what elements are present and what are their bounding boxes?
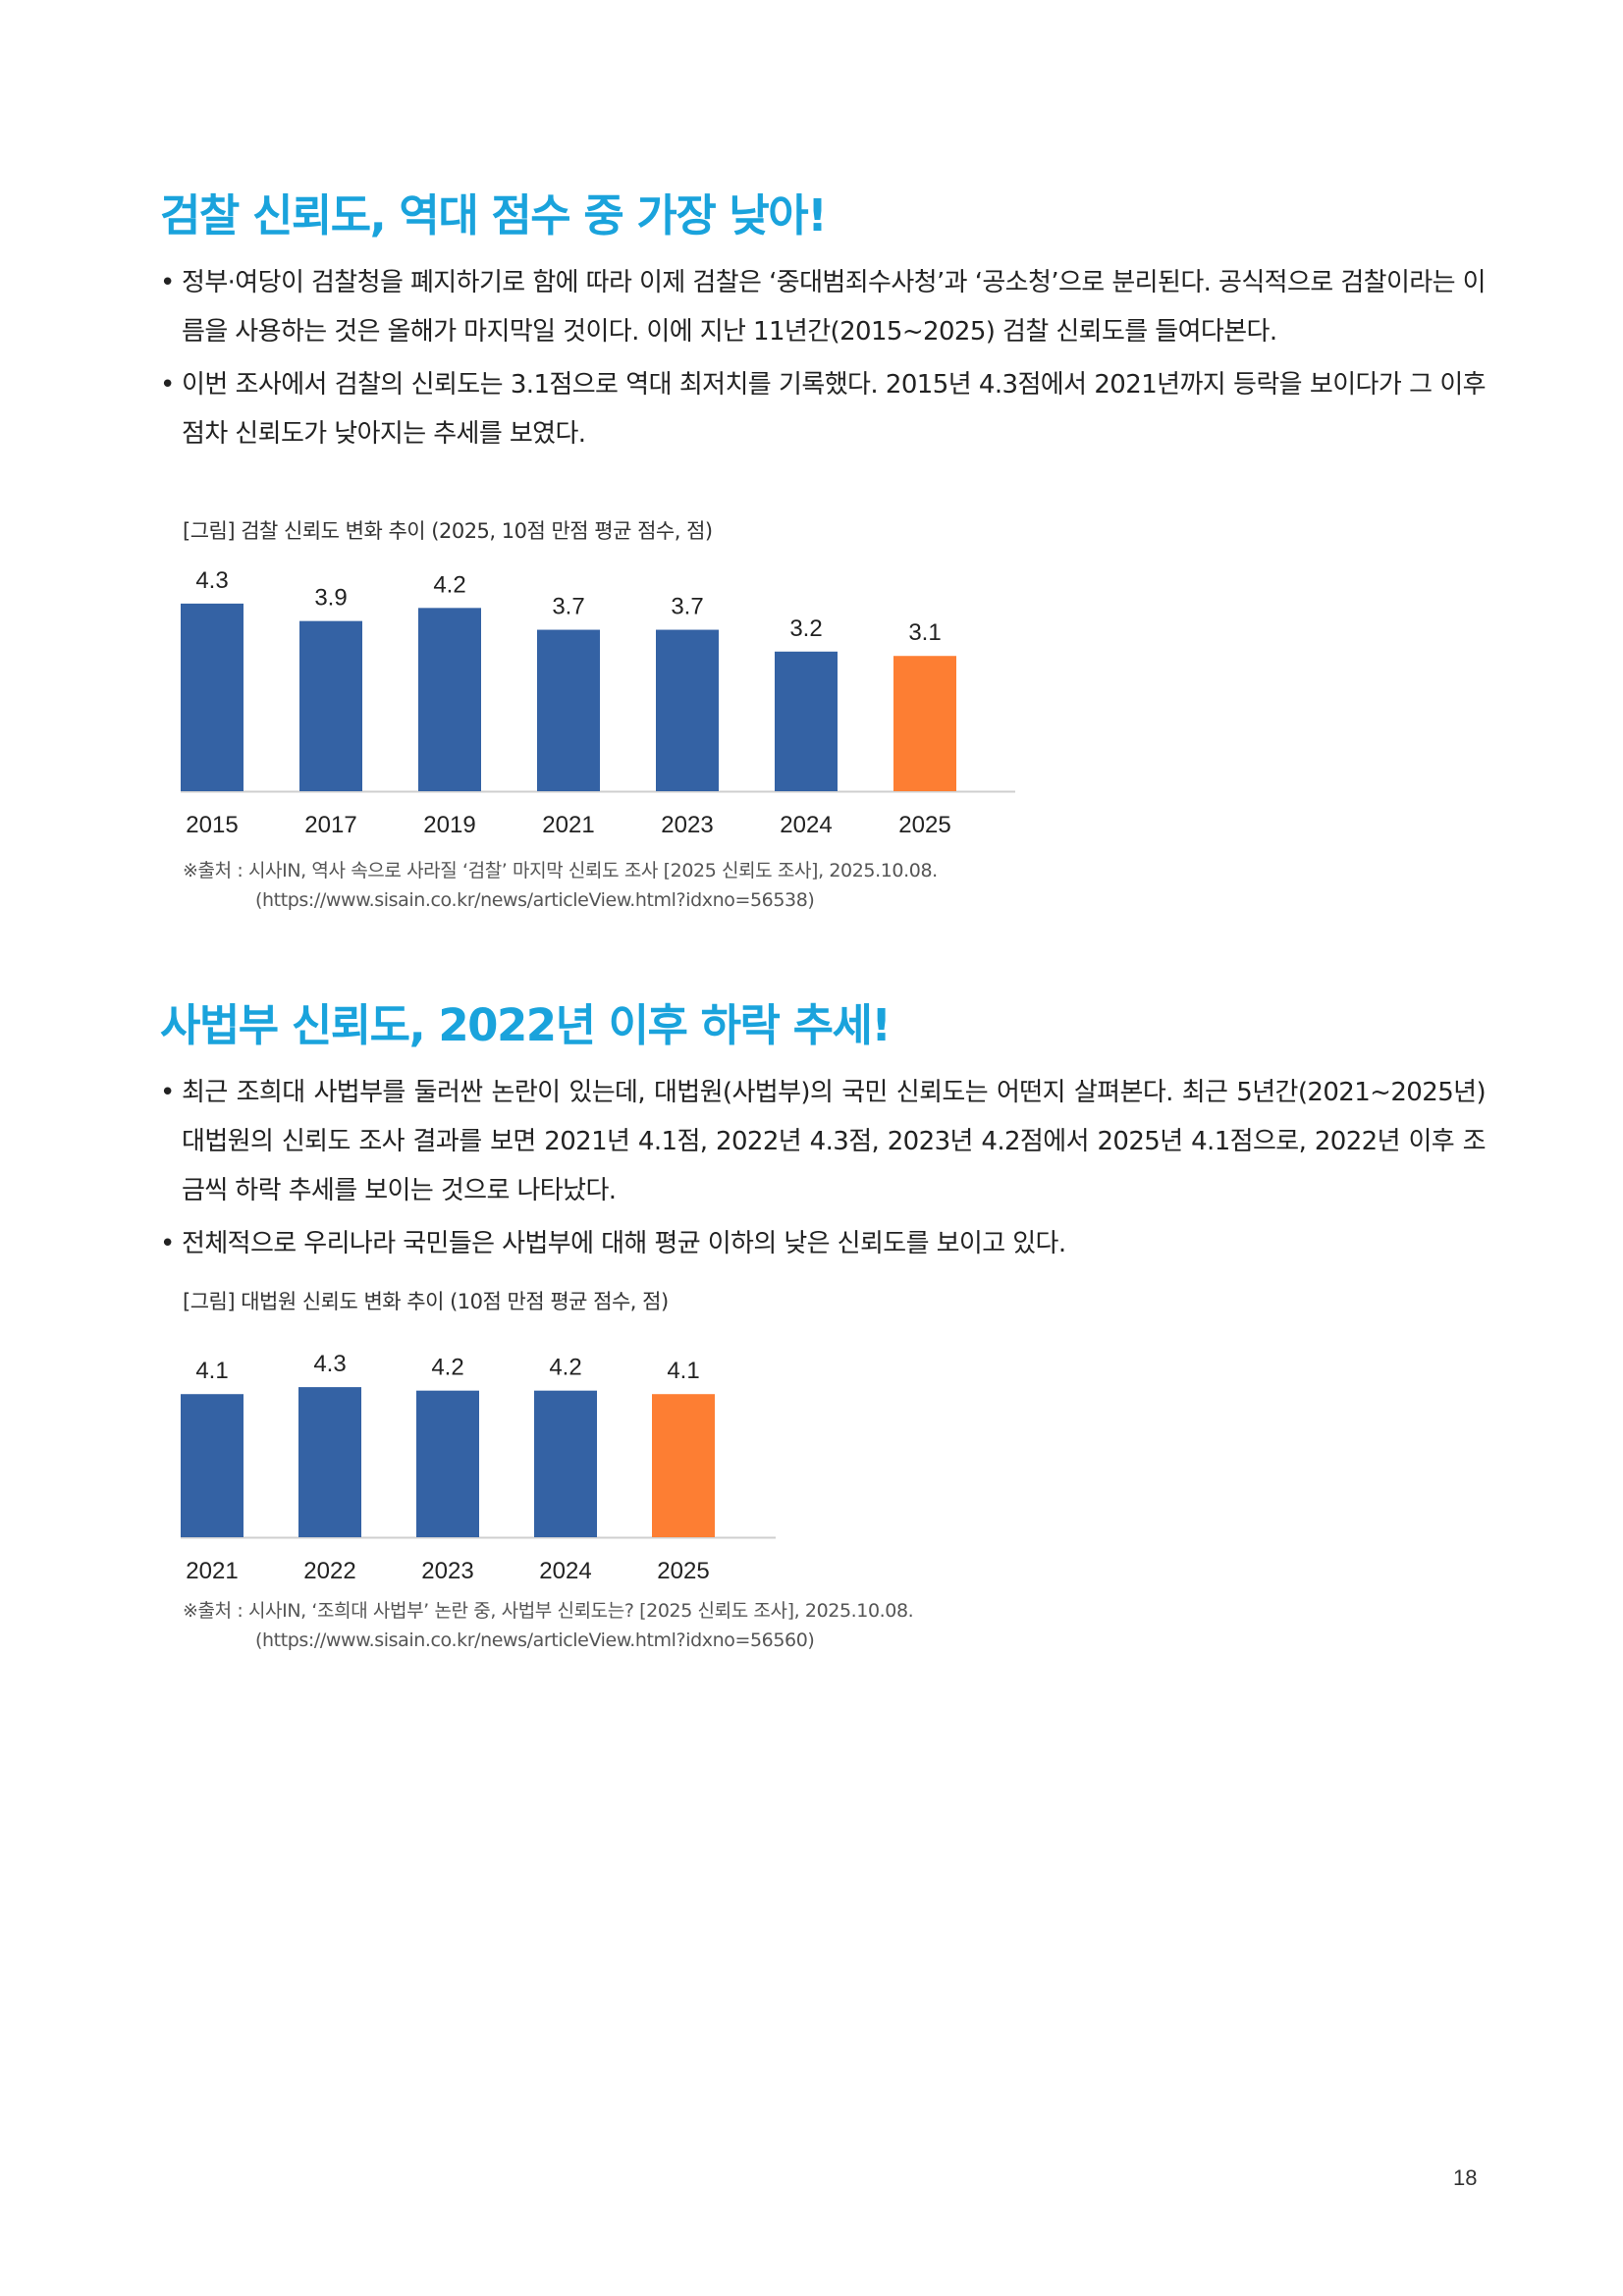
x-tick-label-2025: 2025 <box>657 1558 709 1584</box>
source-citation: ※출처 : 시사IN, ‘조희대 사법부’ 논란 중, 사법부 신뢰도는? [2… <box>183 1600 914 1622</box>
bullet-item: 최근 조희대 사법부를 둘러싼 논란이 있는데, 대법원(사법부)의 국민 신뢰… <box>160 1068 1487 1215</box>
data-label-2021: 4.1 <box>195 1358 228 1384</box>
bar-2025 <box>652 1394 715 1537</box>
bar-2019 <box>418 608 481 791</box>
x-tick-label-2022: 2022 <box>303 1558 355 1584</box>
figure-caption: [그림] 대법원 신뢰도 변화 추이 (10점 만점 평균 점수, 점) <box>183 1290 669 1313</box>
x-tick-label-2023: 2023 <box>421 1558 473 1584</box>
data-label-2025: 3.1 <box>908 619 941 646</box>
bullet-text: 정부·여당이 검찰청을 폐지하기로 함에 따라 이제 검찰은 ‘중대범죄수사청’… <box>182 268 1487 347</box>
section-title: 사법부 신뢰도, 2022년 이후 하락 추세! <box>160 999 892 1051</box>
data-label-2024: 3.2 <box>789 615 822 642</box>
data-label-2025: 4.1 <box>667 1358 699 1384</box>
x-tick-label-2021: 2021 <box>186 1558 238 1584</box>
bar-2017 <box>299 620 362 791</box>
x-tick-label-2021: 2021 <box>542 812 594 838</box>
bar-2015 <box>181 603 243 791</box>
data-label-2022: 4.3 <box>313 1351 346 1377</box>
bar-2025 <box>893 656 956 791</box>
data-label-2021: 3.7 <box>552 594 584 620</box>
figure-source: ※출처 : 시사IN, ‘조희대 사법부’ 논란 중, 사법부 신뢰도는? [2… <box>183 1596 914 1655</box>
data-label-2019: 4.2 <box>433 571 465 598</box>
figure-source: ※출처 : 시사IN, 역사 속으로 사라질 ‘검찰’ 마지막 신뢰도 조사 [… <box>183 856 938 915</box>
bar-2022 <box>298 1387 361 1537</box>
section-title: 검찰 신뢰도, 역대 점수 중 가장 낮아! <box>160 189 828 241</box>
bar-2023 <box>656 629 719 791</box>
bar-2023 <box>416 1390 479 1537</box>
source-citation: ※출처 : 시사IN, 역사 속으로 사라질 ‘검찰’ 마지막 신뢰도 조사 [… <box>183 860 938 881</box>
bar-chart-supreme-court-trust: 4.1 2021 4.3 2022 4.2 2023 4.2 2024 4.1 2025 <box>181 1351 776 1584</box>
x-tick-label-2024: 2024 <box>780 812 832 838</box>
x-tick-label-2015: 2015 <box>186 812 238 838</box>
data-label-2024: 4.2 <box>549 1355 581 1381</box>
x-tick-label-2024: 2024 <box>539 1558 591 1584</box>
data-label-2023: 4.2 <box>431 1355 463 1381</box>
bullet-list: 최근 조희대 사법부를 둘러싼 논란이 있는데, 대법원(사법부)의 국민 신뢰… <box>160 1068 1487 1272</box>
x-tick-label-2019: 2019 <box>423 812 475 838</box>
data-label-2017: 3.9 <box>314 585 347 612</box>
bullet-text: 이번 조사에서 검찰의 신뢰도는 3.1점으로 역대 최저치를 기록했다. 20… <box>182 370 1487 449</box>
bullet-item: 전체적으로 우리나라 국민들은 사법부에 대해 평균 이하의 낮은 신뢰도를 보… <box>160 1219 1486 1268</box>
data-label-2015: 4.3 <box>195 567 228 594</box>
page-number: 18 <box>1453 2165 1478 2190</box>
bullet-text: 최근 조희대 사법부를 둘러싼 논란이 있는데, 대법원(사법부)의 국민 신뢰… <box>182 1078 1487 1205</box>
bar-2024 <box>775 651 838 791</box>
bullet-item: 이번 조사에서 검찰의 신뢰도는 3.1점으로 역대 최저치를 기록했다. 20… <box>160 360 1487 458</box>
data-label-2023: 3.7 <box>671 594 703 620</box>
bar-2024 <box>534 1390 597 1537</box>
x-tick-label-2023: 2023 <box>661 812 713 838</box>
bullet-item: 정부·여당이 검찰청을 폐지하기로 함에 따라 이제 검찰은 ‘중대범죄수사청’… <box>160 258 1487 356</box>
x-tick-label-2017: 2017 <box>304 812 356 838</box>
bullet-list: 정부·여당이 검찰청을 폐지하기로 함에 따라 이제 검찰은 ‘중대범죄수사청’… <box>160 258 1487 462</box>
bar-2021 <box>537 629 600 791</box>
bar-chart-prosecution-trust: 4.3 2015 3.9 2017 4.2 2019 3.7 2021 3.7 2023 3.2 20… <box>181 567 1015 838</box>
bullet-text: 전체적으로 우리나라 국민들은 사법부에 대해 평균 이하의 낮은 신뢰도를 보… <box>182 1229 1066 1258</box>
x-tick-label-2025: 2025 <box>898 812 950 838</box>
figure-caption: [그림] 검찰 신뢰도 변화 추이 (2025, 10점 만점 평균 점수, 점… <box>183 519 713 543</box>
source-url: (https://www.sisain.co.kr/news/articleVi… <box>255 889 815 911</box>
bar-2021 <box>181 1394 243 1537</box>
source-url: (https://www.sisain.co.kr/news/articleVi… <box>255 1629 815 1651</box>
